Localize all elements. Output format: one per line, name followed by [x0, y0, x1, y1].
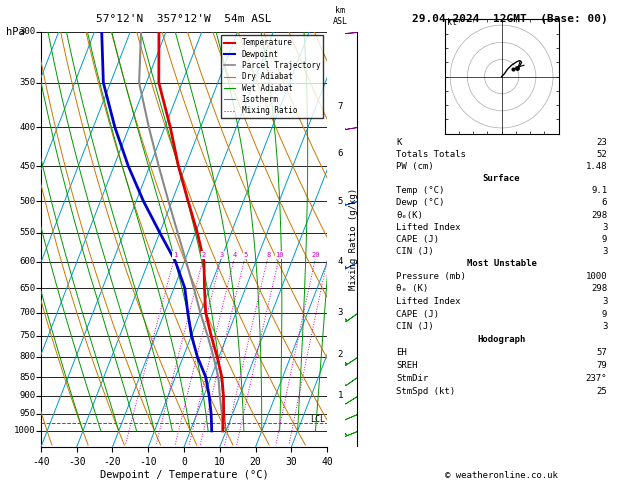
Text: Lifted Index: Lifted Index: [396, 297, 460, 306]
Text: Dewp (°C): Dewp (°C): [396, 198, 445, 208]
Text: CIN (J): CIN (J): [396, 247, 433, 256]
Text: 1000: 1000: [586, 272, 607, 281]
Text: 900: 900: [19, 392, 35, 400]
Text: Surface: Surface: [483, 174, 520, 183]
Text: 23: 23: [596, 138, 607, 147]
Text: km: km: [335, 5, 345, 15]
Text: 650: 650: [19, 283, 35, 293]
Text: 1: 1: [173, 252, 177, 258]
Text: StmDir: StmDir: [396, 374, 428, 383]
Text: PW (cm): PW (cm): [396, 162, 433, 171]
Text: hPa: hPa: [6, 27, 25, 37]
Text: Hodograph: Hodograph: [477, 335, 526, 344]
Text: EH: EH: [396, 348, 407, 357]
Text: ASL: ASL: [333, 17, 348, 26]
Text: 4: 4: [338, 257, 343, 266]
Text: 1.48: 1.48: [586, 162, 607, 171]
Text: 3: 3: [338, 308, 343, 317]
Text: 450: 450: [19, 161, 35, 171]
Text: 700: 700: [19, 308, 35, 317]
Text: θₑ (K): θₑ (K): [396, 284, 428, 294]
Text: Pressure (mb): Pressure (mb): [396, 272, 466, 281]
Text: 20: 20: [312, 252, 320, 258]
Text: 25: 25: [596, 387, 607, 397]
Text: StmSpd (kt): StmSpd (kt): [396, 387, 455, 397]
Text: 29.04.2024  12GMT  (Base: 00): 29.04.2024 12GMT (Base: 00): [411, 14, 608, 24]
Text: 550: 550: [19, 228, 35, 237]
Text: 4: 4: [233, 252, 237, 258]
Text: 6: 6: [338, 149, 343, 158]
Text: 750: 750: [19, 331, 35, 340]
Text: Mixing Ratio (g/kg): Mixing Ratio (g/kg): [349, 188, 358, 291]
Text: 400: 400: [19, 122, 35, 132]
Text: 3: 3: [220, 252, 224, 258]
X-axis label: Dewpoint / Temperature (°C): Dewpoint / Temperature (°C): [99, 469, 269, 480]
Text: 237°: 237°: [586, 374, 607, 383]
Legend: Temperature, Dewpoint, Parcel Trajectory, Dry Adiabat, Wet Adiabat, Isotherm, Mi: Temperature, Dewpoint, Parcel Trajectory…: [221, 35, 323, 118]
Text: SREH: SREH: [396, 361, 418, 370]
Text: 79: 79: [596, 361, 607, 370]
Text: 7: 7: [338, 102, 343, 111]
Text: 3: 3: [602, 247, 607, 256]
Text: 5: 5: [338, 196, 343, 206]
Text: 2: 2: [202, 252, 206, 258]
Text: 8: 8: [266, 252, 270, 258]
Text: 6: 6: [602, 198, 607, 208]
Text: © weatheronline.co.uk: © weatheronline.co.uk: [445, 471, 558, 480]
Text: Temp (°C): Temp (°C): [396, 186, 445, 195]
Text: 1: 1: [338, 392, 343, 400]
Text: K: K: [396, 138, 401, 147]
Text: LCL: LCL: [310, 415, 325, 424]
Text: 298: 298: [591, 284, 607, 294]
Text: 57: 57: [596, 348, 607, 357]
Text: θₑ(K): θₑ(K): [396, 210, 423, 220]
Text: 57°12'N  357°12'W  54m ASL: 57°12'N 357°12'W 54m ASL: [96, 14, 272, 24]
Text: kt: kt: [447, 18, 457, 27]
Text: 3: 3: [602, 223, 607, 232]
Text: Totals Totals: Totals Totals: [396, 150, 466, 159]
Text: 5: 5: [243, 252, 248, 258]
Text: 800: 800: [19, 352, 35, 362]
Text: 350: 350: [19, 78, 35, 87]
Text: 9.1: 9.1: [591, 186, 607, 195]
Text: 600: 600: [19, 257, 35, 266]
Text: 300: 300: [19, 27, 35, 36]
Text: Most Unstable: Most Unstable: [467, 260, 537, 268]
Text: 500: 500: [19, 196, 35, 206]
Text: 850: 850: [19, 373, 35, 382]
Text: 2: 2: [338, 350, 343, 359]
Text: 9: 9: [602, 310, 607, 319]
Text: Lifted Index: Lifted Index: [396, 223, 460, 232]
Text: 3: 3: [602, 297, 607, 306]
Text: 3: 3: [602, 322, 607, 331]
Text: CAPE (J): CAPE (J): [396, 310, 439, 319]
Text: 298: 298: [591, 210, 607, 220]
Text: CIN (J): CIN (J): [396, 322, 433, 331]
Text: 9: 9: [602, 235, 607, 244]
Text: 52: 52: [596, 150, 607, 159]
Text: 950: 950: [19, 409, 35, 418]
Text: CAPE (J): CAPE (J): [396, 235, 439, 244]
Text: 10: 10: [276, 252, 284, 258]
Text: 1000: 1000: [14, 426, 35, 435]
